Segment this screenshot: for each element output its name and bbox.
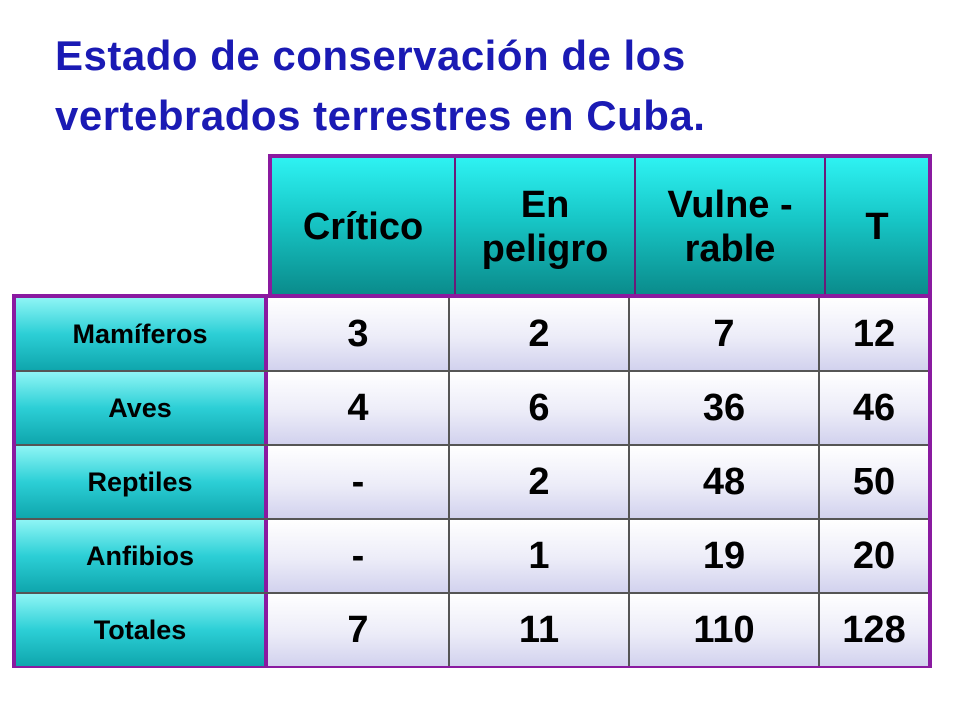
column-header-en-peligro: En peligro <box>456 158 636 296</box>
table-cell: 4 <box>268 372 450 444</box>
row-label: Aves <box>16 372 268 444</box>
column-header-vulnerable: Vulne - rable <box>636 158 826 296</box>
table-cell: 11 <box>450 594 630 666</box>
table-cell: - <box>268 520 450 592</box>
column-header-total: T <box>826 158 928 296</box>
table-header: Crítico En peligro Vulne - rable T <box>268 154 932 296</box>
table-cell: 2 <box>450 446 630 518</box>
column-header-critico: Crítico <box>272 158 456 296</box>
row-label: Anfibios <box>16 520 268 592</box>
table-cell: 50 <box>820 446 928 518</box>
table-row-anfibios: Anfibios - 1 19 20 <box>16 520 928 594</box>
table-cell: 36 <box>630 372 820 444</box>
table-cell: 48 <box>630 446 820 518</box>
page-title: Estado de conservación de los vertebrado… <box>55 26 935 146</box>
table-cell: - <box>268 446 450 518</box>
table-cell: 128 <box>820 594 928 666</box>
table-cell: 6 <box>450 372 630 444</box>
row-label: Totales <box>16 594 268 666</box>
table-row-mamiferos: Mamíferos 3 2 7 12 <box>16 298 928 372</box>
table-cell: 2 <box>450 298 630 370</box>
table-body: Mamíferos 3 2 7 12 Aves 4 6 36 46 Reptil… <box>12 294 932 668</box>
table-cell: 19 <box>630 520 820 592</box>
title-line-1: Estado de conservación de los <box>55 32 686 79</box>
table-row-reptiles: Reptiles - 2 48 50 <box>16 446 928 520</box>
row-label: Mamíferos <box>16 298 268 370</box>
table-row-totales: Totales 7 11 110 128 <box>16 594 928 666</box>
table-cell: 46 <box>820 372 928 444</box>
table-row-aves: Aves 4 6 36 46 <box>16 372 928 446</box>
table-cell: 12 <box>820 298 928 370</box>
table-cell: 3 <box>268 298 450 370</box>
table-cell: 110 <box>630 594 820 666</box>
table-cell: 20 <box>820 520 928 592</box>
table-cell: 1 <box>450 520 630 592</box>
title-line-2: vertebrados terrestres en Cuba. <box>55 92 706 139</box>
table-cell: 7 <box>630 298 820 370</box>
row-label: Reptiles <box>16 446 268 518</box>
table-cell: 7 <box>268 594 450 666</box>
